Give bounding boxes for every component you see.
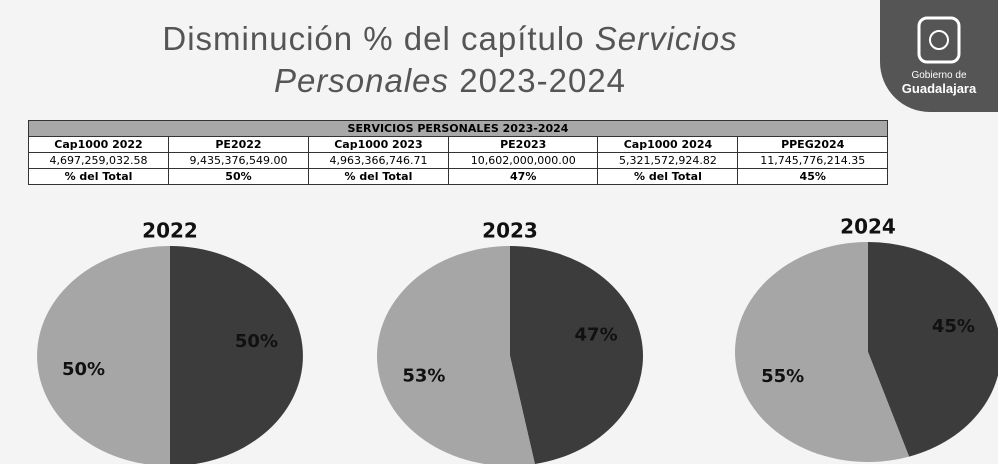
table-row: 4,697,259,032.58 9,435,376,549.00 4,963,36…: [28, 152, 888, 169]
pie-slice: [868, 242, 998, 457]
pie-slice: [377, 246, 535, 464]
table-title: SERVICIOS PERSONALES 2023-2024: [28, 120, 888, 137]
table-cell: 45%: [737, 168, 888, 185]
table-cell: 10,602,000,000.00: [447, 152, 599, 169]
table-cell: 4,963,366,746.71: [307, 152, 449, 169]
pie-label: 50%: [235, 331, 278, 352]
pie-label: 53%: [402, 366, 445, 387]
table-header-row: SERVICIOS PERSONALES 2023-2024: [28, 120, 888, 137]
title-text: Disminución % del capítulo: [162, 20, 585, 57]
logo-text: Gobierno de: [911, 70, 967, 81]
pie-slice: [734, 242, 910, 463]
table-cell: 9,435,376,549.00: [167, 152, 309, 169]
chart-title: 2022: [142, 219, 198, 243]
table-cell: % del Total: [28, 168, 169, 185]
pie-slice: [170, 246, 303, 464]
table-cell: 47%: [447, 168, 599, 185]
table-cell: 11,745,776,214.35: [737, 152, 888, 169]
table-row: Cap1000 2022 PE2022 Cap1000 2023 PE2023 Cap1…: [28, 136, 888, 153]
pie-label: 45%: [932, 316, 975, 337]
title-italic: Personales: [273, 62, 450, 99]
table-cell: Cap1000 2022: [28, 136, 169, 153]
title: Disminución % del capítulo Servicios Per…: [60, 18, 840, 102]
title-years: 2023-2024: [459, 62, 627, 99]
table-cell: Cap1000 2023: [307, 136, 449, 153]
pie-label: 55%: [761, 366, 804, 387]
table-cell: PE2022: [167, 136, 309, 153]
table-cell: Cap1000 2024: [597, 136, 739, 153]
logo: Gobierno de Guadalajara: [880, 0, 998, 112]
pie-slice: [510, 246, 643, 464]
chart-title: 2023: [482, 219, 538, 243]
pie-slice: [37, 246, 170, 464]
pie-label: 47%: [575, 324, 618, 345]
logo-text: Guadalajara: [901, 81, 977, 96]
logo-emblem: [917, 16, 961, 64]
title-italic: Servicios: [594, 20, 738, 57]
table-cell: 50%: [167, 168, 309, 185]
table-cell: % del Total: [597, 168, 739, 185]
table-row: % del Total 50%% del Total 47%% del Total 4…: [28, 168, 888, 185]
table-cell: 4,697,259,032.58: [28, 152, 169, 169]
chart-title: 2024: [840, 215, 896, 239]
table-cell: 5,321,572,924.82: [597, 152, 739, 169]
table-cell: PE2023: [447, 136, 599, 153]
table-cell: % del Total: [307, 168, 449, 185]
table-cell: PPEG2024: [737, 136, 888, 153]
table: SERVICIOS PERSONALES 2023-2024 Cap1000 20…: [28, 120, 888, 185]
pie-label: 50%: [62, 359, 105, 380]
